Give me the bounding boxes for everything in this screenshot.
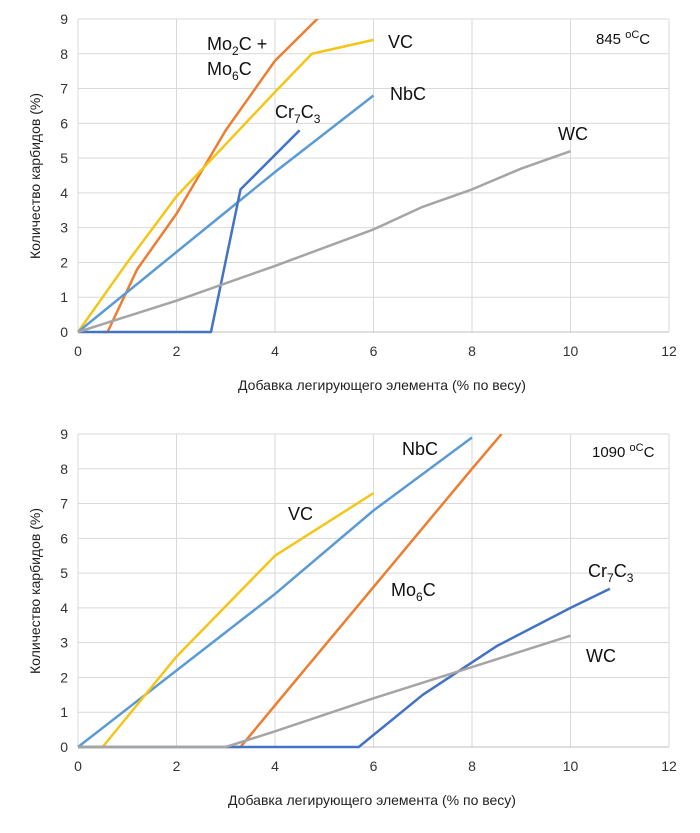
series-label-mo6c: Mo6C	[391, 580, 436, 604]
x-tick-label: 2	[173, 343, 181, 359]
temperature-value: 845	[596, 31, 621, 48]
series-label-cr7c3: Cr7C3	[275, 102, 321, 126]
series-label-vc: VC	[388, 32, 413, 52]
x-axis-label: Добавка легирующего элемента (% по весу)	[238, 377, 526, 393]
x-tick-label: 10	[563, 758, 579, 774]
series-label-cr7c3: Cr7C3	[588, 561, 634, 585]
x-tick-label: 0	[74, 758, 82, 774]
series-line-wc	[78, 634, 571, 749]
x-tick-label: 10	[563, 343, 579, 359]
temperature-unit: oC	[625, 29, 639, 41]
temperature-label: 845 oCC	[596, 29, 650, 48]
series-line-nbc	[77, 94, 375, 333]
y-tick-label: 6	[60, 115, 68, 131]
y-tick-label: 4	[60, 185, 68, 201]
series-label-mo6c-line2: Mo6C	[207, 59, 252, 83]
x-tick-label: 2	[173, 758, 181, 774]
y-tick-label: 2	[60, 254, 68, 270]
series-line-vc	[76, 38, 374, 333]
series-line-vc	[78, 492, 375, 749]
y-tick-label: 2	[60, 669, 68, 685]
series-label-vc: VC	[288, 504, 313, 524]
series-line-mo6c	[225, 434, 503, 749]
y-tick-label: 0	[60, 739, 68, 755]
x-tick-label: 4	[271, 758, 279, 774]
series-line-wc	[77, 149, 571, 334]
y-tick-label: 9	[60, 426, 68, 442]
y-tick-label: 1	[60, 289, 68, 305]
series-label-nbc: NbC	[402, 439, 438, 459]
temperature-unit: oC	[630, 442, 644, 454]
x-tick-label: 8	[468, 758, 476, 774]
y-tick-label: 3	[60, 220, 68, 236]
series-label-nbc: NbC	[390, 84, 426, 104]
x-axis-label: Добавка легирующего элемента (% по весу)	[228, 792, 516, 808]
y-tick-label: 8	[60, 461, 68, 477]
y-tick-label: 7	[60, 496, 68, 512]
y-tick-label: 4	[60, 600, 68, 616]
x-tick-label: 6	[370, 343, 378, 359]
y-tick-label: 3	[60, 635, 68, 651]
y-axis-label: Количество карбидов (%)	[27, 93, 43, 259]
y-axis-label: Количество карбидов (%)	[27, 508, 43, 674]
y-tick-label: 9	[60, 11, 68, 27]
y-tick-label: 8	[60, 46, 68, 62]
x-tick-label: 12	[661, 758, 677, 774]
y-tick-label: 7	[60, 81, 68, 97]
series-label-wc: WC	[558, 124, 588, 144]
x-tick-label: 4	[271, 343, 279, 359]
y-tick-label: 5	[60, 150, 68, 166]
series-label-wc: WC	[586, 646, 616, 666]
y-tick-label: 1	[60, 704, 68, 720]
x-tick-label: 12	[661, 343, 677, 359]
y-tick-label: 5	[60, 565, 68, 581]
series-line-cr7c3	[78, 129, 301, 334]
temperature-label: 1090 oCC	[592, 442, 655, 461]
x-tick-label: 8	[468, 343, 476, 359]
y-tick-label: 0	[60, 324, 68, 340]
temperature-value: 1090	[592, 444, 625, 461]
series-line-cr7c3	[78, 587, 611, 749]
x-tick-label: 6	[370, 758, 378, 774]
series-label-mo2c-mo6c: Mo2C +	[207, 34, 267, 58]
x-tick-label: 0	[74, 343, 82, 359]
y-tick-label: 6	[60, 530, 68, 546]
